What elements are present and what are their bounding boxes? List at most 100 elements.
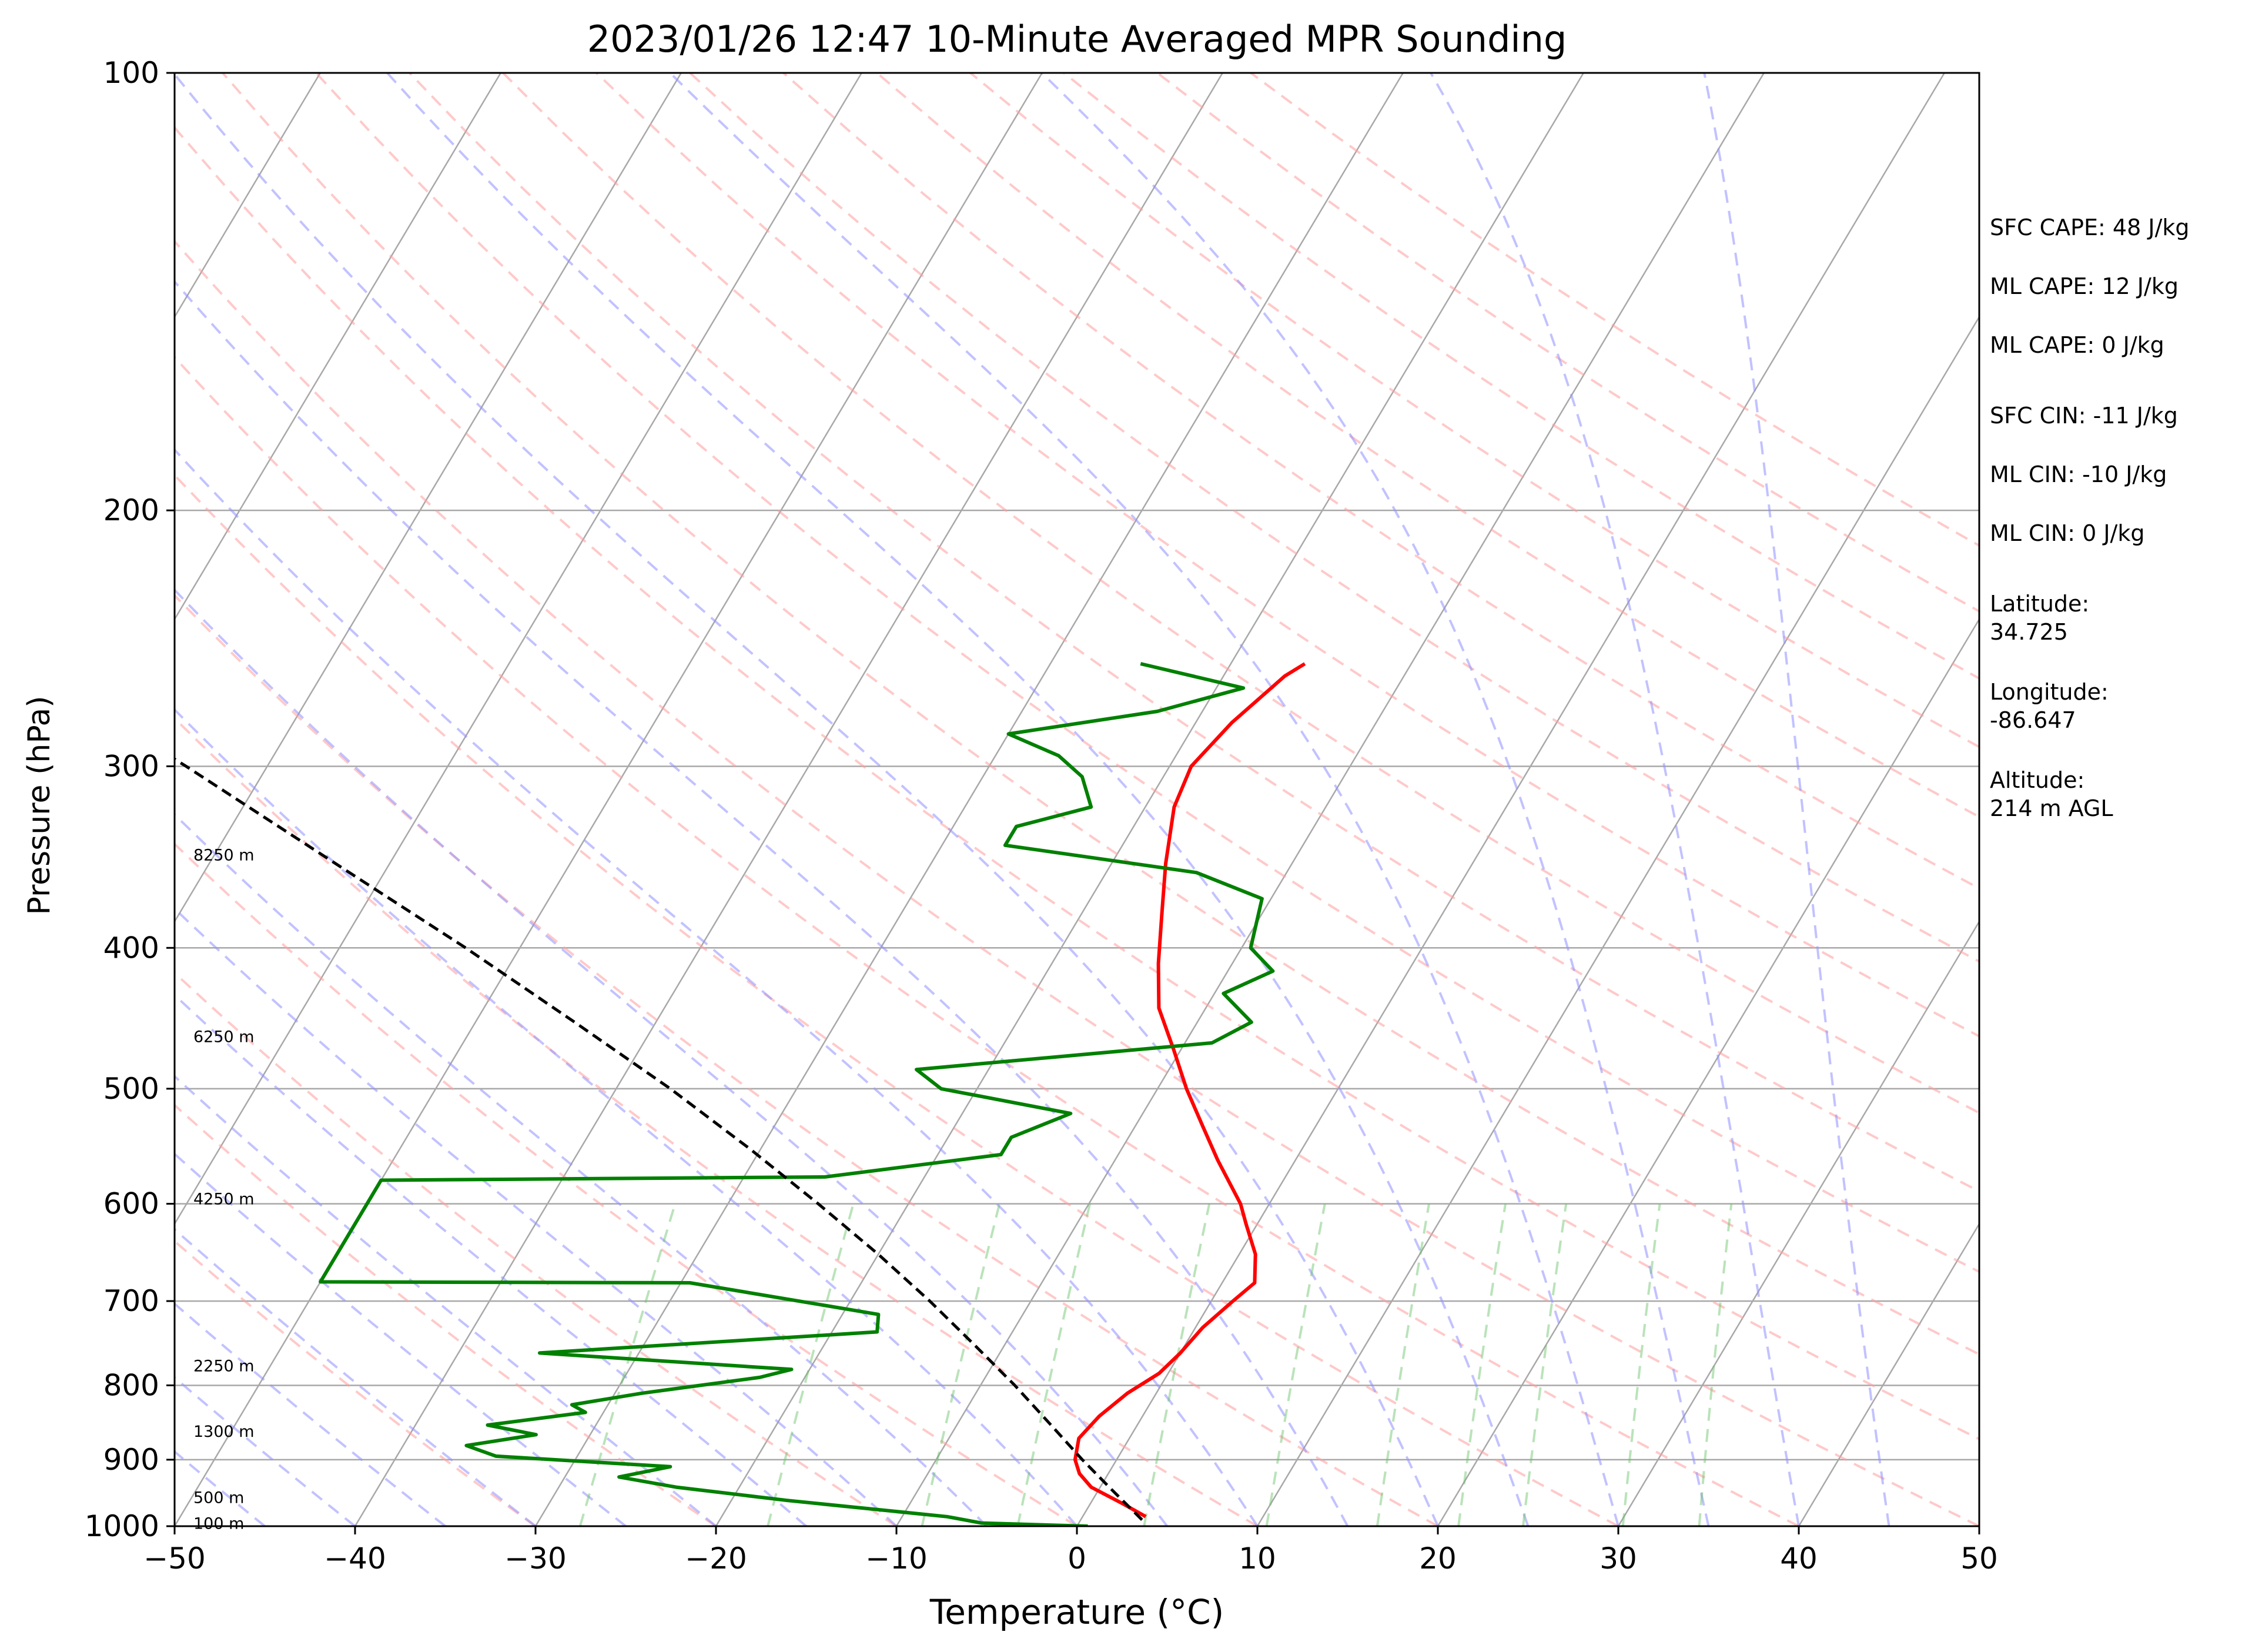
mixing-ratio-line xyxy=(1522,1203,1568,1526)
isotherm-line xyxy=(175,73,682,923)
x-tick-label: −50 xyxy=(143,1541,206,1576)
x-tick-label: 40 xyxy=(1780,1541,1818,1576)
moist-adiabat-line xyxy=(175,907,898,1526)
height-labels: 100 m 500 m 1300 m 2250 m 4250 m 6250 m 8250 m xyxy=(193,846,255,1533)
dry-adiabat-line xyxy=(595,73,1979,1038)
dry-adiabat-line xyxy=(175,717,1259,1526)
dry-adiabat-line xyxy=(409,73,1979,1193)
moist-adiabat-line xyxy=(175,993,807,1526)
sounding-profiles xyxy=(175,662,1306,1526)
height-label: 8250 m xyxy=(193,846,255,864)
y-tick-label: 100 xyxy=(103,56,159,90)
dry-adiabat-line xyxy=(175,842,1078,1526)
annotation-text: 34.725 xyxy=(1990,619,2068,645)
y-axis-label: Pressure (hPa) xyxy=(22,696,57,915)
isotherm-line xyxy=(1798,1222,1979,1526)
x-tick-label: −10 xyxy=(865,1541,928,1576)
mixing-ratio-line xyxy=(1698,1203,1733,1526)
x-tick-label: −30 xyxy=(504,1541,567,1576)
isotherm-line xyxy=(534,73,1404,1526)
moist-adiabat-line xyxy=(175,588,1169,1526)
dry-adiabat-line xyxy=(175,1103,717,1526)
y-tick-label: 900 xyxy=(103,1443,159,1477)
dry-adiabat-line xyxy=(175,473,1619,1526)
moist-adiabat-line xyxy=(1703,73,1890,1526)
mixing-ratio-line xyxy=(767,1203,855,1526)
dry-adiabat-line xyxy=(502,73,1979,1115)
x-tick-label: −40 xyxy=(324,1541,386,1576)
mixing-ratio-line xyxy=(1143,1203,1211,1526)
isotherm-line xyxy=(175,73,862,1226)
dry-adiabat-line xyxy=(175,125,1979,1441)
moist-adiabat-line xyxy=(175,448,1259,1526)
moist-adiabat-line xyxy=(175,280,1349,1526)
y-tick-label: 400 xyxy=(103,931,159,965)
annotation-text: -86.647 xyxy=(1990,707,2076,733)
dry-adiabat-line xyxy=(222,73,1979,1356)
x-axis-label: Temperature (°C) xyxy=(929,1592,1224,1632)
series-line-0 xyxy=(1073,662,1306,1519)
axis-ticks: −50 −40 −30 −20 −10 0 10 20 30 40 50 100 200 300 400 50… xyxy=(85,56,1998,1576)
mixing-ratio-line xyxy=(1457,1203,1507,1526)
isotherm-line xyxy=(715,73,1584,1526)
mixing-ratio-line xyxy=(921,1203,1001,1526)
annotation-text: ML CAPE: 0 J/kg xyxy=(1990,332,2164,358)
height-label: 1300 m xyxy=(193,1423,255,1441)
mixing-ratio-line xyxy=(578,1203,677,1526)
mixing-ratio-line xyxy=(1621,1203,1661,1526)
series-line-1 xyxy=(319,662,1275,1526)
y-tick-label: 1000 xyxy=(85,1509,159,1543)
height-label: 4250 m xyxy=(193,1190,255,1209)
dry-adiabat-line xyxy=(782,73,1979,890)
isotherm-line xyxy=(175,73,501,621)
y-tick-label: 500 xyxy=(103,1072,159,1106)
moist-adiabat-line xyxy=(175,708,1078,1526)
mixing-ratio-line xyxy=(1265,1203,1326,1526)
y-tick-label: 200 xyxy=(103,493,159,527)
height-label: 6250 m xyxy=(193,1028,255,1046)
moist-adiabat-line xyxy=(1430,73,1800,1526)
moist-adiabat-line xyxy=(175,73,1439,1526)
moist-adiabat-line xyxy=(669,73,1619,1526)
height-label: 2250 m xyxy=(193,1357,255,1375)
moist-adiabat-line xyxy=(386,73,1530,1526)
chart-title: 2023/01/26 12:47 10-Minute Averaged MPR … xyxy=(587,18,1567,61)
moist-adiabat-line xyxy=(1040,73,1710,1526)
x-tick-label: 0 xyxy=(1068,1541,1086,1576)
series-line-2 xyxy=(175,757,1143,1521)
annotation-text: ML CAPE: 12 J/kg xyxy=(1990,273,2179,299)
dry-adiabat-line xyxy=(175,971,898,1526)
dry-adiabat-line xyxy=(969,73,1979,748)
annotation-text: SFC CIN: -11 J/kg xyxy=(1990,403,2178,429)
x-tick-label: 30 xyxy=(1599,1541,1637,1576)
annotation-text: ML CIN: 0 J/kg xyxy=(1990,520,2144,546)
moist-adiabat-line xyxy=(175,1302,446,1526)
moist-adiabat-line xyxy=(175,1152,627,1526)
x-tick-label: 20 xyxy=(1419,1541,1457,1576)
annotation-text: Latitude: xyxy=(1990,591,2089,617)
isotherm-line xyxy=(1076,73,1945,1526)
isotherm-line xyxy=(354,73,1223,1526)
height-label: 100 m xyxy=(193,1515,244,1533)
isotherm-line xyxy=(175,73,321,319)
mixing-ratio-line xyxy=(1376,1203,1430,1526)
background-lines xyxy=(175,73,1979,1526)
dry-adiabat-line xyxy=(175,1239,537,1526)
x-tick-label: −20 xyxy=(685,1541,747,1576)
dry-adiabat-line xyxy=(175,355,1799,1526)
annotation-text: Longitude: xyxy=(1990,679,2109,705)
y-tick-label: 300 xyxy=(103,749,159,783)
mixing-ratio-line xyxy=(1016,1203,1092,1526)
y-tick-label: 700 xyxy=(103,1284,159,1318)
dry-adiabat-line xyxy=(315,73,1979,1273)
isotherm-line xyxy=(1256,315,1979,1526)
y-tick-label: 600 xyxy=(103,1187,159,1221)
isotherm-line xyxy=(1617,920,1979,1526)
isotherm-line xyxy=(175,73,1043,1526)
moist-adiabat-line xyxy=(175,812,988,1526)
x-tick-label: 50 xyxy=(1960,1541,1998,1576)
isotherm-line xyxy=(895,73,1765,1526)
x-tick-label: 10 xyxy=(1239,1541,1276,1576)
parameter-annotations: SFC CAPE: 48 J/kg ML CAPE: 12 J/kg ML CAPE… xyxy=(1990,215,2190,821)
